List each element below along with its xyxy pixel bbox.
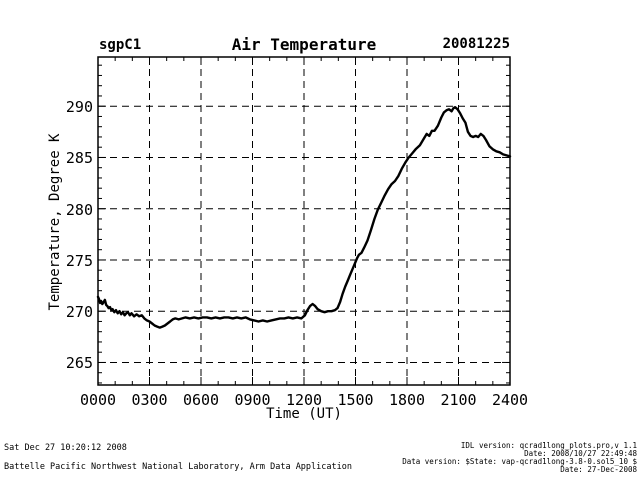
x-tick-label-2100: 2100 xyxy=(440,391,477,409)
y-tick-label-280: 280 xyxy=(65,200,93,219)
x-tick-label-0600: 0600 xyxy=(182,391,220,409)
x-tick-label-0000: 0000 xyxy=(79,391,117,409)
y-tick-label-285: 285 xyxy=(65,149,93,168)
x-tick-label-0900: 0900 xyxy=(234,391,271,409)
footer-data-version: Data version: $State: vap-qcrad1long-3.8… xyxy=(402,457,637,466)
plot-title: Air Temperature xyxy=(231,35,377,54)
x-tick-label-0300: 0300 xyxy=(131,391,168,409)
y-tick-label-290: 290 xyxy=(65,98,93,117)
footer-idl-version: IDL version: qcrad1long_plots.pro,v 1.1 xyxy=(460,441,637,450)
y-tick-label-275: 275 xyxy=(65,251,93,270)
plot-date: 20081225 xyxy=(442,36,510,52)
x-tick-label-2400: 2400 xyxy=(491,391,529,409)
x-tick-label-1800: 1800 xyxy=(388,391,426,409)
x-tick-label-1200: 1200 xyxy=(285,391,323,409)
y-tick-label-265: 265 xyxy=(65,354,93,373)
footer-timestamp: Sat Dec 27 10:20:12 2008 xyxy=(4,443,127,453)
site-label: sgpC1 xyxy=(99,37,142,53)
footer-build-date: Date: 2008/10/27 22:49:48 xyxy=(524,449,637,458)
x-axis-title: Time (UT) xyxy=(266,406,342,422)
x-tick-label-1500: 1500 xyxy=(337,391,374,409)
footer-organization: Battelle Pacific Northwest National Labo… xyxy=(4,462,352,472)
temperature-curve xyxy=(96,106,512,329)
footer-plot-date: Date: 27-Dec-2008 xyxy=(560,465,637,474)
y-tick-label-270: 270 xyxy=(65,303,93,322)
